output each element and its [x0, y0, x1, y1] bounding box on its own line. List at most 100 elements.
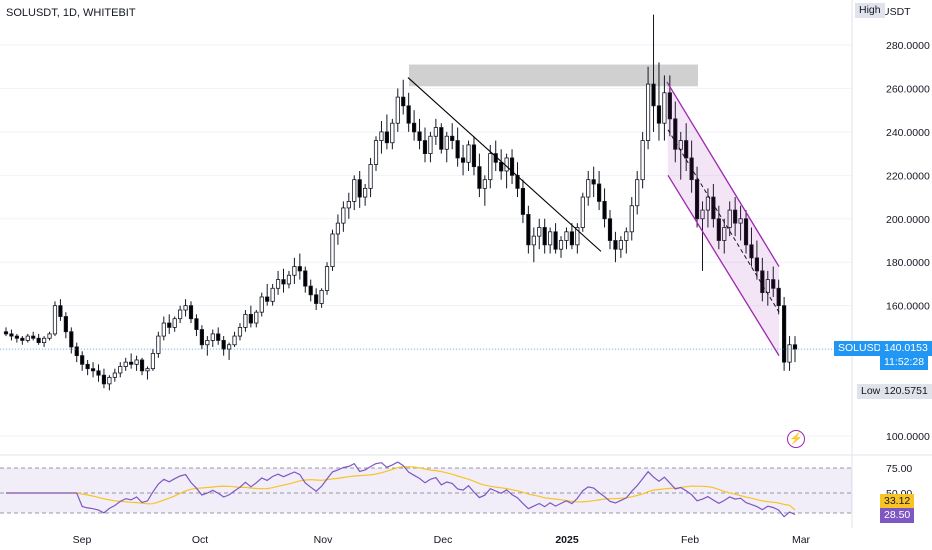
- candle-body: [199, 329, 204, 346]
- candle-body: [477, 166, 482, 189]
- candle-body: [112, 372, 117, 378]
- candle-body: [134, 359, 139, 365]
- rsi-value-tag: 28.50: [880, 508, 915, 523]
- candle-body: [286, 274, 292, 285]
- candle-body: [488, 153, 493, 181]
- candle-body: [341, 207, 346, 224]
- candle-body: [63, 316, 68, 333]
- candle-body: [281, 279, 286, 285]
- candle-body: [178, 309, 183, 320]
- candle-body: [624, 231, 629, 241]
- candle-body: [379, 131, 384, 141]
- candle-body: [227, 344, 232, 350]
- candle-body: [90, 368, 96, 372]
- candle-body: [335, 222, 341, 235]
- candle-body: [749, 244, 754, 259]
- candle-body: [635, 179, 640, 207]
- candle-body: [31, 335, 36, 339]
- candle-body: [673, 118, 678, 150]
- candle-body: [792, 344, 798, 350]
- candle-body: [52, 305, 58, 335]
- candle-body: [314, 294, 319, 304]
- candle-body: [42, 337, 47, 343]
- lightning-icon[interactable]: ⚡: [787, 430, 805, 448]
- rsi-ma-tag: 33.12: [880, 494, 915, 509]
- price-tick-label: 160.0000: [886, 301, 930, 313]
- candle-body: [58, 305, 63, 317]
- candle-body: [270, 287, 275, 302]
- candle-body: [308, 285, 313, 296]
- candle-body: [482, 179, 487, 189]
- candle-body: [390, 122, 395, 144]
- candle-body: [542, 227, 547, 246]
- resistance-zone: [409, 64, 698, 87]
- candle-body: [776, 287, 781, 307]
- candle-body: [629, 205, 634, 233]
- candle-body: [765, 279, 770, 294]
- price-tick-label: 200.0000: [886, 214, 930, 226]
- candle-body: [684, 140, 689, 159]
- candle-body: [439, 127, 444, 150]
- symbol-badge: SOLUSDT: [834, 341, 892, 356]
- candle-body: [292, 266, 297, 276]
- candle-body: [297, 266, 302, 272]
- candle-body: [509, 157, 515, 176]
- rsi-line: [6, 461, 796, 518]
- candle-body: [520, 187, 526, 215]
- candle-body: [738, 218, 743, 224]
- price-tick-label: 100.0000: [886, 431, 930, 443]
- time-axis-label: Sep: [73, 534, 92, 546]
- candle-body: [363, 187, 368, 198]
- candle-body: [357, 179, 362, 198]
- candle-body: [667, 92, 672, 120]
- candle-body: [460, 157, 466, 163]
- candle-body: [564, 231, 569, 241]
- candle-body: [47, 333, 52, 339]
- candle-body: [9, 333, 14, 337]
- last-price-tag: 140.0153: [880, 341, 932, 356]
- candle-body: [678, 140, 683, 150]
- candle-body: [586, 179, 591, 198]
- candle-body: [167, 322, 172, 328]
- candle-body: [499, 161, 504, 172]
- candle-body: [232, 335, 237, 346]
- candle-body: [433, 127, 438, 137]
- candle-body: [161, 322, 166, 337]
- candle-body: [346, 200, 351, 209]
- candle-body: [537, 227, 542, 237]
- candle-body: [85, 363, 90, 370]
- candle-body: [450, 135, 455, 141]
- candle-body: [150, 353, 156, 370]
- candle-body: [20, 337, 25, 341]
- price-tick-label: 260.0000: [886, 83, 930, 95]
- price-tick-label: 280.0000: [886, 40, 930, 52]
- candle-body: [591, 179, 596, 185]
- price-tick-label: 220.0000: [886, 170, 930, 182]
- candle-body: [569, 231, 574, 246]
- candle-body: [782, 305, 787, 363]
- candle-body: [3, 331, 9, 335]
- candle-body: [787, 344, 792, 363]
- candle-body: [259, 296, 264, 313]
- candle-body: [96, 370, 101, 376]
- candle-body: [319, 290, 324, 304]
- candle-body: [531, 235, 536, 246]
- candle-body: [221, 340, 226, 350]
- time-axis-label: Oct: [192, 534, 208, 546]
- candle-body: [188, 305, 194, 320]
- time-axis-label: Nov: [314, 534, 333, 546]
- low-value-tag: 120.5751: [880, 384, 932, 399]
- candle-body: [645, 83, 651, 141]
- candle-body: [352, 179, 357, 202]
- candle-body: [129, 361, 134, 365]
- candle-body: [455, 140, 460, 159]
- time-axis-label: Mar: [792, 534, 811, 546]
- channel-upper-line: [666, 81, 780, 267]
- candle-body: [662, 92, 667, 124]
- candle-body: [36, 337, 41, 343]
- candle-body: [607, 218, 613, 241]
- candle-body: [722, 227, 727, 241]
- candle-body: [471, 144, 477, 168]
- candle-body: [602, 200, 607, 220]
